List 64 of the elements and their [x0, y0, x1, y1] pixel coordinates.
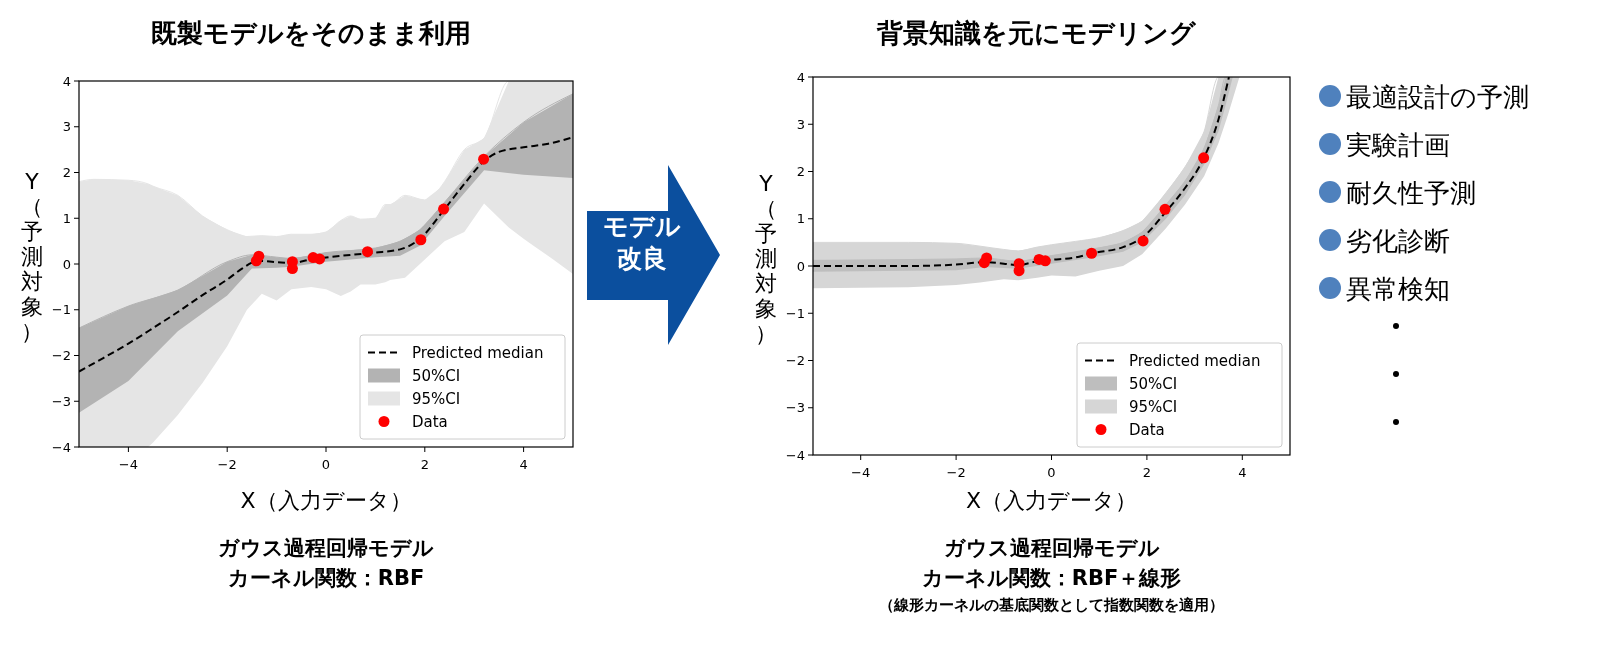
legend-label: Predicted median	[1129, 351, 1261, 370]
point	[362, 246, 373, 258]
legend-label: Predicted median	[412, 343, 544, 362]
y-tick-label: −4	[51, 439, 71, 455]
y-tick-label: −3	[51, 393, 71, 409]
text: 耐久性予測	[1346, 178, 1476, 208]
point	[1086, 247, 1098, 259]
y-tick-label: 1	[62, 210, 71, 226]
point	[1198, 152, 1210, 164]
text: 最適設計の予測	[1346, 82, 1529, 112]
legend-label: Data	[412, 412, 448, 431]
x-tick-label: 4	[1238, 465, 1247, 480]
x-tick-label: −2	[217, 457, 237, 472]
legend-label: 50%CI	[412, 366, 461, 385]
y-axis-title: Y（予測対象）	[755, 171, 777, 346]
x-tick-label: 4	[519, 457, 528, 472]
x-tick-label: −4	[118, 457, 138, 472]
y-tick-label: 2	[62, 165, 71, 180]
text: ガウス過程回帰モデル	[218, 536, 434, 560]
point	[1137, 235, 1149, 247]
text: カーネル関数：RBF	[227, 566, 425, 590]
text: 異常検知	[1346, 274, 1450, 304]
legend-label: Data	[1129, 420, 1165, 439]
y-tick-label: −3	[785, 400, 805, 416]
point	[415, 234, 427, 246]
point	[1159, 203, 1171, 215]
chart-title: 既製モデルをそのまま利用	[151, 18, 471, 48]
y-tick-label: 4	[796, 69, 805, 85]
legend-label: 95%CI	[1129, 397, 1178, 416]
legend-label: 50%CI	[1129, 374, 1178, 393]
y-tick-label: −2	[51, 348, 71, 363]
point	[314, 253, 326, 265]
y-tick-label: 3	[796, 116, 805, 132]
text: ガウス過程回帰モデル	[943, 536, 1160, 560]
y-tick-label: 0	[796, 258, 805, 274]
point	[438, 203, 450, 215]
x-axis-title: X（入力データ）	[965, 488, 1138, 513]
y-tick-label: 4	[62, 73, 71, 89]
x-axis-title: X（入力データ）	[240, 488, 412, 513]
legend-label: 95%CI	[412, 389, 461, 408]
y-tick-label: −1	[51, 302, 71, 318]
text: 劣化診断	[1346, 226, 1450, 256]
text: モデル	[603, 212, 681, 241]
y-tick-label: 1	[796, 211, 805, 227]
y-tick-label: −1	[785, 305, 805, 321]
y-tick-label: −2	[785, 353, 805, 368]
y-axis-title: Y（予測対象）	[21, 169, 43, 344]
x-tick-label: 0	[1047, 465, 1056, 480]
text: 改良	[617, 244, 667, 273]
y-tick-label: 0	[62, 256, 71, 272]
point	[253, 250, 265, 262]
text: カーネル関数：RBF＋線形	[921, 566, 1182, 590]
x-tick-label: −2	[946, 465, 966, 480]
point	[981, 252, 993, 264]
text: （線形カーネルの基底関数として指数関数を適用）	[879, 596, 1224, 614]
y-tick-label: 2	[796, 164, 805, 179]
chart-title: 背景知識を元にモデリング	[876, 18, 1197, 48]
point	[478, 153, 490, 165]
x-tick-label: 2	[1142, 465, 1152, 480]
x-tick-label: −4	[851, 465, 871, 480]
text: 実験計画	[1346, 130, 1450, 160]
x-tick-label: 2	[420, 457, 429, 472]
y-tick-label: 3	[62, 119, 71, 135]
x-tick-label: 0	[321, 457, 331, 472]
